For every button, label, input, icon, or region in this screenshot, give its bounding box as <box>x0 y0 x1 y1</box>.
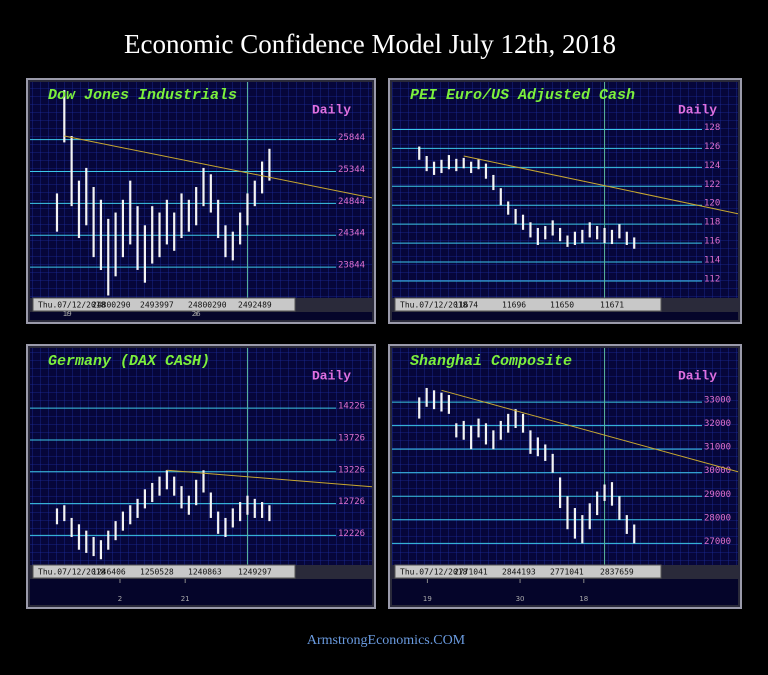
y-tick-label: 29000 <box>704 490 731 500</box>
trend-line <box>166 469 372 488</box>
status-text: 1246406 <box>92 568 126 577</box>
x-tick-label: 21 <box>181 595 190 603</box>
status-text: 2844193 <box>502 568 536 577</box>
y-tick-label: 25344 <box>338 165 365 175</box>
page-title: Economic Confidence Model July 12th, 201… <box>124 29 616 59</box>
y-tick-label: 124 <box>704 161 720 171</box>
status-text: 11674 <box>454 301 478 310</box>
y-tick-label: 25844 <box>338 133 365 143</box>
y-tick-label: 32000 <box>704 419 731 429</box>
trend-line <box>64 135 372 199</box>
y-tick-label: 128 <box>704 123 720 133</box>
status-text: 24800290 <box>188 301 227 310</box>
status-text: 11671 <box>600 301 624 310</box>
y-tick-label: 114 <box>704 256 720 266</box>
status-bar <box>394 564 662 579</box>
y-tick-label: 118 <box>704 218 720 228</box>
plot-clip: 33000 32000 31000 30000 29000 28000 27000 <box>392 348 738 565</box>
x-axis-strip <box>30 312 372 320</box>
y-tick-label: 116 <box>704 237 720 247</box>
status-text: Thu.07/12/2018 <box>38 301 106 310</box>
x-tick-label: 30 <box>516 595 525 603</box>
status-text: 2771041 <box>550 568 584 577</box>
y-tick-label: 13226 <box>338 465 365 475</box>
x-tick-label: 18 <box>579 595 588 603</box>
status-text: 1249297 <box>238 568 272 577</box>
period-label: Daily <box>678 102 717 117</box>
x-tick-label: 2 <box>118 595 122 603</box>
y-tick-label: 28000 <box>704 513 731 523</box>
plot-clip: 14226 13726 13226 12726 12226 <box>30 348 372 565</box>
y-tick-label: 33000 <box>704 396 731 406</box>
plot-clip: 25844 25344 24844 24344 23844 <box>30 82 372 298</box>
status-text: 11696 <box>502 301 526 310</box>
y-tick-label: 126 <box>704 142 720 152</box>
y-tick-label: 14226 <box>338 402 365 412</box>
status-bar <box>32 564 296 579</box>
status-text: 2837659 <box>600 568 634 577</box>
x-tick-label: 19 <box>63 310 72 318</box>
period-label: Daily <box>312 368 351 383</box>
y-tick-label: 13726 <box>338 433 365 443</box>
status-text: 24800290 <box>92 301 131 310</box>
y-tick-label: 23844 <box>338 261 365 271</box>
y-tick-label: 12726 <box>338 497 365 507</box>
plot-area <box>30 348 372 565</box>
status-text: Thu.07/12/2018 <box>400 301 468 310</box>
status-text: Thu.07/12/2018 <box>400 568 468 577</box>
y-tick-label: 31000 <box>704 443 731 453</box>
status-text: 2771041 <box>454 568 488 577</box>
status-text: 11650 <box>550 301 574 310</box>
status-text: Thu.07/12/2018 <box>38 568 106 577</box>
status-text: 1240863 <box>188 568 222 577</box>
status-bar <box>394 297 662 312</box>
chart-title: Shanghai Composite <box>410 353 572 370</box>
y-tick-label: 122 <box>704 180 720 190</box>
y-tick-label: 30000 <box>704 466 731 476</box>
y-tick-label: 27000 <box>704 537 731 547</box>
x-axis-strip <box>392 312 738 320</box>
y-tick-label: 24844 <box>338 197 365 207</box>
y-tick-label: 120 <box>704 199 720 209</box>
x-axis-strip <box>392 579 738 605</box>
chart-title: Germany (DAX CASH) <box>48 353 210 370</box>
period-label: Daily <box>678 368 717 383</box>
status-text: 2492489 <box>238 301 272 310</box>
chart-title: PEI Euro/US Adjusted Cash <box>410 87 635 104</box>
chart-title: Dow Jones Industrials <box>48 87 237 104</box>
y-tick-label: 24344 <box>338 229 365 239</box>
status-bar <box>32 297 296 312</box>
x-tick-label: 19 <box>423 595 432 603</box>
x-axis-strip <box>30 579 372 605</box>
footer-link: ArmstrongEconomics.COM <box>307 633 466 648</box>
plot-clip: 128 126 124 122 120 118 116 114 112 <box>392 82 738 298</box>
trend-line <box>463 155 738 215</box>
trend-line <box>441 389 738 473</box>
plot-area <box>392 348 738 565</box>
y-tick-label: 112 <box>704 274 720 284</box>
period-label: Daily <box>312 102 351 117</box>
x-tick-label: 26 <box>192 310 201 318</box>
y-tick-label: 12226 <box>338 529 365 539</box>
status-text: 2493997 <box>140 301 174 310</box>
status-text: 1250528 <box>140 568 174 577</box>
